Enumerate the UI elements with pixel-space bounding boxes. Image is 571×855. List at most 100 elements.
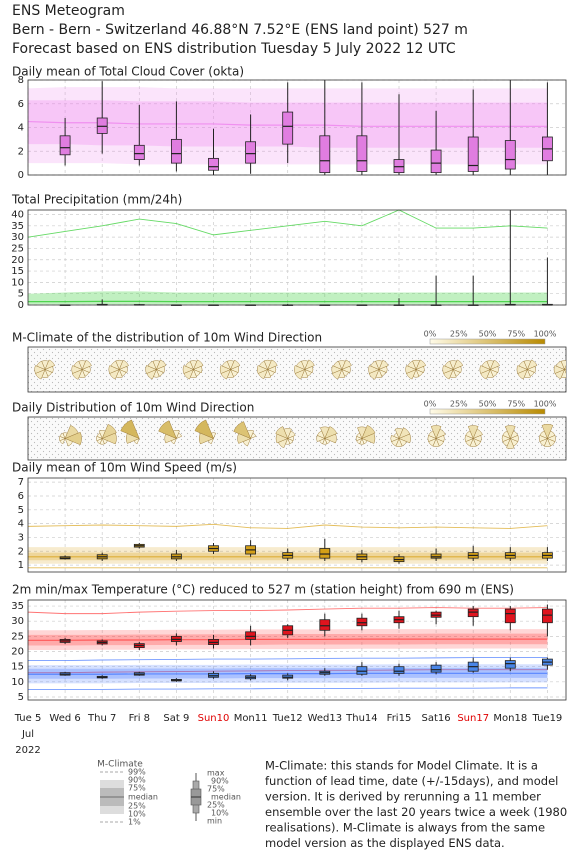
rose-sector xyxy=(428,430,437,439)
rose-sector xyxy=(370,360,380,370)
description-line: M-Climate: this stands for Model Climate… xyxy=(265,759,538,773)
rose-sector xyxy=(34,365,46,374)
panel-title: Daily mean of 10m Wind Speed (m/s) xyxy=(12,461,237,475)
y-tick-label: 8 xyxy=(18,75,24,86)
rose-sector xyxy=(479,365,491,374)
legend-label: 75% xyxy=(128,784,146,793)
box xyxy=(319,548,331,559)
rose-sector xyxy=(155,359,167,370)
plot-frame xyxy=(27,79,567,176)
legend-label: 25% xyxy=(128,802,146,811)
rose-sector xyxy=(230,359,241,370)
y-tick-label: 15 xyxy=(11,662,24,673)
box xyxy=(356,617,368,627)
rose-sector xyxy=(489,359,500,370)
rose-sector xyxy=(504,425,516,440)
box xyxy=(430,664,442,673)
scale-label: 50% xyxy=(479,330,497,339)
y-tick-label: 25 xyxy=(11,631,24,642)
rose-sector xyxy=(341,359,352,370)
rose-sector xyxy=(442,365,454,374)
rose-sector xyxy=(553,365,566,374)
climate-extreme-line xyxy=(27,209,548,238)
rose-sector xyxy=(108,365,120,374)
x-tick-label: Wed 6 xyxy=(49,713,80,724)
y-tick-label: 1 xyxy=(18,560,24,571)
rose-sector xyxy=(64,431,82,446)
x-year: 2022 xyxy=(15,745,40,756)
legend-label: median xyxy=(128,793,158,802)
rose-sector xyxy=(64,438,74,447)
y-tick-label: 5 xyxy=(18,289,24,300)
box xyxy=(504,140,516,170)
rose-sector xyxy=(415,359,427,370)
rose-sector xyxy=(378,366,388,373)
rose-sector xyxy=(44,359,56,370)
legend-label: median xyxy=(211,793,241,802)
box xyxy=(245,631,257,640)
x-tick-label: Tue19 xyxy=(531,713,562,724)
rose-sector xyxy=(405,365,417,374)
rose-sector xyxy=(193,359,204,370)
climate-extreme-line xyxy=(27,523,548,529)
rose-sector xyxy=(221,360,232,370)
y-tick-label: 10 xyxy=(11,277,24,288)
box xyxy=(319,619,331,631)
climate-extreme-line xyxy=(27,607,548,615)
rose-sector xyxy=(539,430,548,439)
rose-sector xyxy=(44,366,54,373)
box xyxy=(133,144,145,160)
rose-sector xyxy=(526,359,538,370)
box xyxy=(430,149,442,174)
panel-title: 2m min/max Temperature (°C) reduced to 5… xyxy=(12,583,514,597)
y-tick-label: 0 xyxy=(18,300,24,311)
description-line: version. It is derived by rerunning a 11… xyxy=(265,790,541,804)
box xyxy=(467,608,479,618)
x-tick-label: Mon18 xyxy=(493,713,527,724)
rose-sector xyxy=(452,366,462,373)
rose-sector xyxy=(526,366,536,373)
rose-sector xyxy=(219,365,232,374)
rose-sector xyxy=(81,366,91,373)
rose-sector xyxy=(120,419,140,439)
rose-sector xyxy=(192,365,203,374)
y-tick-label: 15 xyxy=(11,266,24,277)
legend-label: 25% xyxy=(207,801,225,810)
scale-label: 75% xyxy=(507,330,525,339)
roses xyxy=(59,419,556,449)
forecast-info: Forecast based on ENS distribution Tuesd… xyxy=(12,41,456,57)
rose-sector xyxy=(393,432,400,439)
box xyxy=(430,553,442,559)
scale-label: 75% xyxy=(507,400,525,409)
y-tick-label: 20 xyxy=(11,647,24,658)
rose-sector xyxy=(182,365,195,374)
rose-sector xyxy=(304,359,315,370)
y-tick-label: 5 xyxy=(18,505,24,516)
panel-title: Daily mean of Total Cloud Cover (okta) xyxy=(12,65,244,79)
x-tick-label: Mon11 xyxy=(234,713,268,724)
rose-sector xyxy=(147,360,157,370)
x-tick-label: Thu 7 xyxy=(87,713,116,724)
box xyxy=(393,666,405,674)
plot-frame xyxy=(27,599,567,701)
x-month: Jul xyxy=(21,729,34,740)
rose-sector xyxy=(356,432,363,439)
rose-sector xyxy=(267,366,277,373)
box xyxy=(59,135,71,156)
rose-sector xyxy=(96,432,103,439)
rose-sector xyxy=(324,426,338,439)
rose-sector xyxy=(444,360,454,370)
rose-sector xyxy=(145,365,158,374)
box xyxy=(245,141,257,164)
legend-label: 90% xyxy=(128,776,146,785)
rose-sector xyxy=(361,425,376,439)
rose-sector xyxy=(361,433,376,444)
y-tick-label: 6 xyxy=(18,99,24,110)
rose-sector xyxy=(81,359,92,370)
rose-sector xyxy=(452,359,464,370)
scale-label: 100% xyxy=(534,400,557,409)
scale-label: 25% xyxy=(450,400,468,409)
y-tick-label: 4 xyxy=(18,519,24,530)
rose-sector xyxy=(59,432,66,439)
